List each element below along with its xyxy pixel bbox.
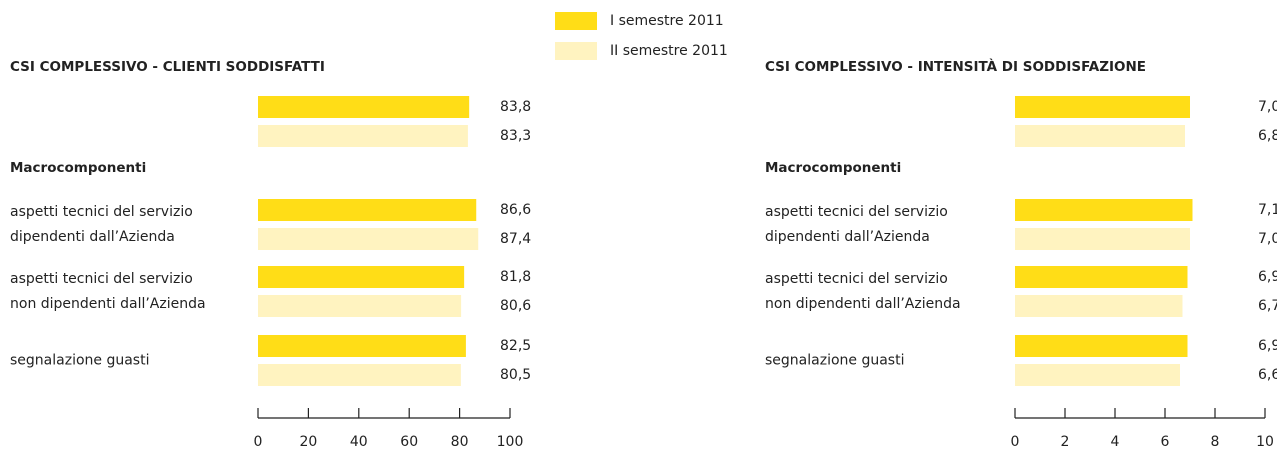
value-label: 6,7 xyxy=(1258,298,1277,314)
bar xyxy=(258,295,462,317)
bar xyxy=(258,96,470,118)
value-label: 6,9 xyxy=(1258,269,1277,285)
bar xyxy=(1015,96,1190,118)
x-tick-label: 8 xyxy=(1211,434,1220,450)
bar xyxy=(258,199,477,221)
value-label: 81,8 xyxy=(500,269,531,285)
bar xyxy=(1015,364,1180,386)
x-tick-label: 4 xyxy=(1111,434,1120,450)
category-label: aspetti tecnici del servizio xyxy=(765,204,948,220)
value-label: 7,1 xyxy=(1258,202,1277,218)
bar xyxy=(258,335,466,357)
bar xyxy=(1015,335,1188,357)
category-label: aspetti tecnici del servizio xyxy=(765,271,948,287)
bar xyxy=(258,228,479,250)
x-tick-label: 100 xyxy=(497,434,524,450)
x-tick-label: 0 xyxy=(254,434,263,450)
legend-swatch xyxy=(555,12,597,30)
value-label: 7,0 xyxy=(1258,99,1277,115)
value-label: 7,0 xyxy=(1258,231,1277,247)
value-label: 6,6 xyxy=(1258,367,1277,383)
bar xyxy=(1015,295,1183,317)
category-label: aspetti tecnici del servizio xyxy=(10,271,193,287)
value-label: 87,4 xyxy=(500,231,531,247)
bar xyxy=(258,364,461,386)
bar xyxy=(258,266,465,288)
x-tick-label: 40 xyxy=(350,434,368,450)
value-label: 6,9 xyxy=(1258,338,1277,354)
x-tick-label: 2 xyxy=(1061,434,1070,450)
category-label: segnalazione guasti xyxy=(765,353,904,369)
bar xyxy=(1015,266,1188,288)
category-label: dipendenti dall’Azienda xyxy=(10,229,175,245)
value-label: 80,5 xyxy=(500,367,531,383)
category-label: non dipendenti dall’Azienda xyxy=(765,296,961,312)
x-tick-label: 20 xyxy=(299,434,317,450)
value-label: 83,8 xyxy=(500,99,531,115)
value-label: 83,3 xyxy=(500,128,531,144)
legend-label: II semestre 2011 xyxy=(610,43,728,59)
category-label: dipendenti dall’Azienda xyxy=(765,229,930,245)
value-label: 80,6 xyxy=(500,298,531,314)
x-tick-label: 60 xyxy=(400,434,418,450)
x-tick-label: 80 xyxy=(451,434,469,450)
legend-label: I semestre 2011 xyxy=(610,13,724,29)
x-tick-label: 0 xyxy=(1011,434,1020,450)
value-label: 82,5 xyxy=(500,338,531,354)
x-tick-label: 10 xyxy=(1256,434,1274,450)
category-label: aspetti tecnici del servizio xyxy=(10,204,193,220)
value-label: 86,6 xyxy=(500,202,531,218)
category-label: non dipendenti dall’Azienda xyxy=(10,296,206,312)
group-label: Macrocomponenti xyxy=(10,160,146,176)
bar xyxy=(258,125,468,147)
chart-title: CSI COMPLESSIVO - CLIENTI SODDISFATTI xyxy=(10,59,325,75)
group-label: Macrocomponenti xyxy=(765,160,901,176)
bar xyxy=(1015,199,1193,221)
bar xyxy=(1015,125,1185,147)
x-tick-label: 6 xyxy=(1161,434,1170,450)
category-label: segnalazione guasti xyxy=(10,353,149,369)
legend-swatch xyxy=(555,42,597,60)
chart-title: CSI COMPLESSIVO - INTENSITÀ DI SODDISFAZ… xyxy=(765,58,1146,75)
bar xyxy=(1015,228,1190,250)
value-label: 6,8 xyxy=(1258,128,1277,144)
